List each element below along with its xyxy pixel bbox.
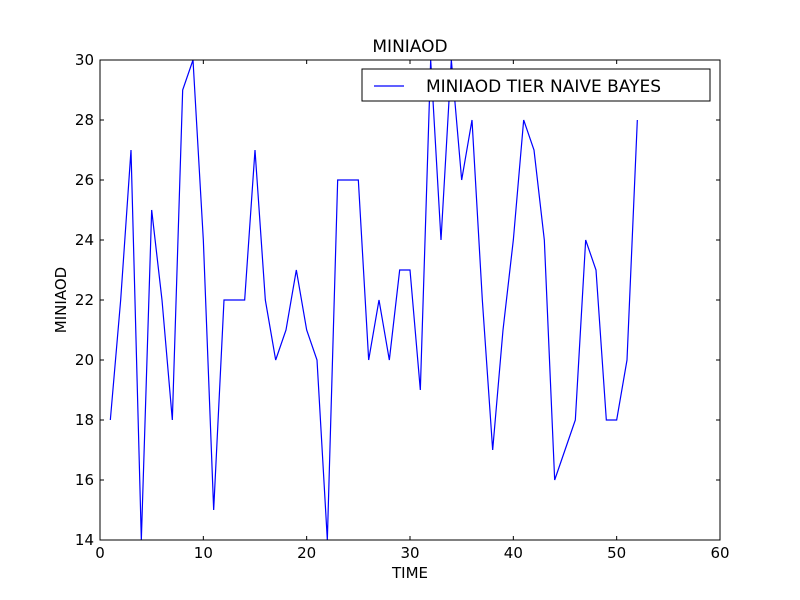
y-tick-label: 20 xyxy=(75,351,94,369)
x-tick-label: 0 xyxy=(95,544,105,562)
legend-label: MINIAOD TIER NAIVE BAYES xyxy=(426,77,661,97)
x-tick-label: 30 xyxy=(400,544,419,562)
series-layer xyxy=(109,59,638,541)
legend: MINIAOD TIER NAIVE BAYES xyxy=(361,68,711,102)
ticks-layer: 0 10 20 30 40 50 60 14 16 18 20 22 24 26 28 30 xyxy=(75,51,730,562)
x-tick-label: 10 xyxy=(194,544,213,562)
x-tick-label: 40 xyxy=(504,544,523,562)
y-tick-label: 18 xyxy=(75,411,94,429)
plot-area xyxy=(100,60,720,540)
x-tick-label: 20 xyxy=(297,544,316,562)
y-tick-label: 22 xyxy=(75,291,94,309)
legend-box xyxy=(361,68,711,102)
y-tick-label: 14 xyxy=(75,531,94,549)
y-tick-label: 28 xyxy=(75,111,94,129)
x-tick-label: 60 xyxy=(710,544,729,562)
x-axis-label: TIME xyxy=(391,564,428,582)
y-tick-label: 30 xyxy=(75,51,94,69)
y-axis-label: MINIAOD xyxy=(52,267,70,333)
y-tick-label: 24 xyxy=(75,231,94,249)
chart-title: MINIAOD xyxy=(372,37,447,57)
series-line-0 xyxy=(109,59,638,541)
x-tick-label: 50 xyxy=(607,544,626,562)
y-tick-label: 26 xyxy=(75,171,94,189)
y-tick-label: 16 xyxy=(75,471,94,489)
